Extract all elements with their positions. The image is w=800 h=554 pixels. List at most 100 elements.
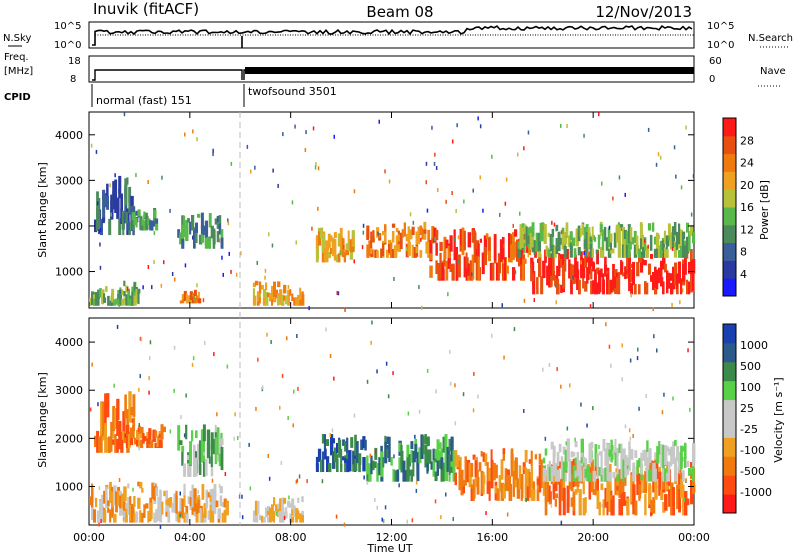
velocity-echo-cell <box>326 439 330 446</box>
power-echo-cell <box>512 232 515 261</box>
velocity-echo-cell <box>193 488 197 512</box>
velocity-scatter-point <box>132 487 134 492</box>
power-echo-cell <box>417 226 421 245</box>
power-scatter-point <box>222 272 224 277</box>
velocity-echo-cell <box>584 468 588 478</box>
power-echo-cell <box>545 247 549 257</box>
power-scatter-point <box>246 144 249 149</box>
power-colorbar-swatch <box>723 189 736 208</box>
power-echo-cell <box>397 234 401 242</box>
power-colorbar-tick-label: 28 <box>740 134 754 147</box>
power-echo-cell <box>99 288 102 298</box>
nave-tick-high: 60 <box>709 56 722 67</box>
power-echo-cell <box>668 272 671 289</box>
power-scatter-point <box>235 272 238 277</box>
velocity-echo-cell <box>552 473 556 484</box>
velocity-echo-cell <box>444 434 448 459</box>
power-scatter-point <box>619 227 621 232</box>
power-echo-cell <box>548 270 552 276</box>
power-echo-cell <box>437 263 440 281</box>
velocity-echo-cell <box>512 471 515 497</box>
power-echo-cell <box>102 189 106 222</box>
velocity-scatter-point <box>261 385 264 390</box>
power-echo-cell <box>123 291 126 297</box>
power-scatter-point <box>264 275 266 280</box>
velocity-echo-cell <box>550 441 554 450</box>
power-scatter-point <box>212 148 214 153</box>
velocity-scatter-point <box>241 494 243 499</box>
power-echo-cell <box>204 236 208 249</box>
velocity-scatter-point <box>687 348 689 353</box>
power-echo-cell <box>105 286 108 292</box>
velocity-echo-cell <box>542 468 547 482</box>
power-echo-cell <box>678 261 681 284</box>
velocity-echo-cell <box>123 434 127 444</box>
velocity-echo-cell <box>514 457 518 480</box>
velocity-scatter-point <box>296 478 299 483</box>
power-scatter-point <box>212 152 214 157</box>
power-echo-cell <box>523 239 526 244</box>
velocity-echo-cell <box>552 445 556 457</box>
velocity-echo-cell <box>434 458 438 463</box>
power-echo-cell <box>128 186 132 203</box>
velocity-echo-cell <box>212 438 216 455</box>
power-echo-cell <box>445 260 449 281</box>
velocity-echo-cell <box>319 459 322 473</box>
power-echo-cell <box>271 292 274 300</box>
velocity-ytick-label: 1000 <box>55 480 83 493</box>
velocity-echo-cell <box>554 498 557 507</box>
power-echo-cell <box>623 239 627 258</box>
power-ytick-label: 4000 <box>55 129 83 142</box>
velocity-echo-cell <box>426 463 429 474</box>
velocity-echo-cell <box>580 438 584 464</box>
velocity-echo-cell <box>604 487 607 508</box>
velocity-echo-cell <box>538 464 542 493</box>
velocity-scatter-point <box>605 322 607 327</box>
power-echo-cell <box>569 243 573 258</box>
power-echo-cell <box>618 272 621 295</box>
power-echo-cell <box>407 241 411 256</box>
power-echo-cell <box>395 235 400 252</box>
velocity-echo-cell <box>297 510 300 519</box>
power-echo-cell <box>119 290 123 301</box>
velocity-echo-cell <box>536 476 540 501</box>
power-echo-cell <box>89 297 92 306</box>
power-echo-cell <box>688 230 691 252</box>
velocity-echo-cell <box>394 470 398 482</box>
velocity-echo-cell <box>252 510 256 523</box>
power-scatter-point <box>491 154 493 159</box>
velocity-echo-cell <box>317 448 322 462</box>
velocity-echo-cell <box>644 449 648 467</box>
velocity-echo-cell <box>440 469 443 482</box>
power-echo-cell <box>552 254 555 275</box>
velocity-echo-cell <box>604 467 608 482</box>
velocity-echo-cell <box>134 437 137 445</box>
power-scatter-point <box>692 174 695 178</box>
power-echo-cell <box>366 244 370 258</box>
power-echo-cell <box>632 261 635 286</box>
power-echo-cell <box>658 267 661 284</box>
velocity-scatter-point <box>650 512 652 517</box>
velocity-scatter-point <box>91 362 93 367</box>
velocity-scatter-point <box>629 436 632 441</box>
power-echo-cell <box>331 239 334 257</box>
power-scatter-point <box>277 183 279 188</box>
velocity-scatter-point <box>268 476 271 481</box>
velocity-scatter-point <box>569 383 571 388</box>
power-echo-cell <box>388 244 392 253</box>
velocity-echo-cell <box>482 452 486 462</box>
velocity-echo-cell <box>624 465 628 478</box>
power-echo-cell <box>601 229 604 251</box>
power-echo-cell <box>524 258 527 264</box>
velocity-echo-cell <box>221 502 225 508</box>
velocity-scatter-point <box>624 424 627 429</box>
velocity-echo-cell <box>217 508 221 519</box>
velocity-echo-cell <box>145 503 149 509</box>
power-echo-cell <box>395 227 399 233</box>
power-echo-cell <box>692 259 696 274</box>
power-echo-cell <box>505 265 509 274</box>
velocity-echo-cell <box>102 423 106 436</box>
velocity-echo-cell <box>295 508 299 521</box>
power-echo-cell <box>189 300 193 304</box>
